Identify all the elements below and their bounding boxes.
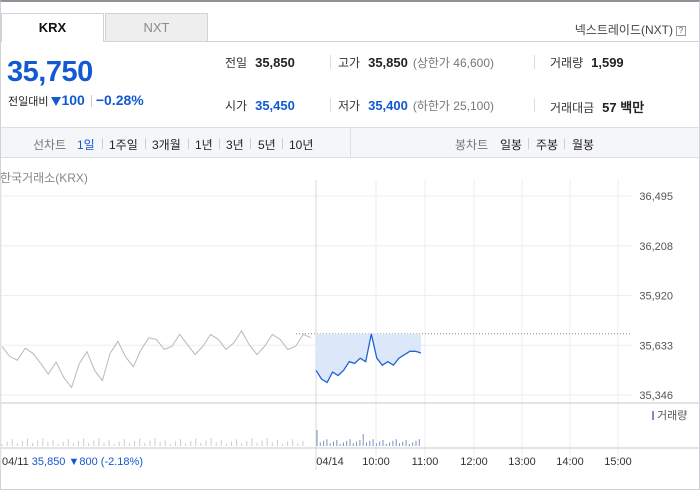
stat-amount: 거래대금 57 백만 [550, 100, 645, 115]
candle-day[interactable]: 일봉 [500, 138, 523, 152]
tab-divider [104, 41, 700, 42]
range-1w[interactable]: 1주일 [109, 138, 138, 152]
x-tick-label: 15:00 [604, 456, 632, 468]
help-icon[interactable]: ? [676, 26, 686, 36]
range-1y[interactable]: 1년 [195, 138, 213, 152]
price-change-row: 전일대비 100 −0.28% [8, 92, 144, 109]
x-tick-label: 04/14 [316, 456, 344, 468]
toolbar-divider [350, 128, 351, 158]
x-tick-label: 10:00 [362, 456, 390, 468]
y-tick-label: 35,633 [639, 340, 673, 352]
y-axis: 36,495 36,208 35,920 35,633 35,346 [639, 191, 673, 402]
range-3y[interactable]: 3년 [226, 138, 244, 152]
divider [90, 95, 92, 107]
change-amount: 100 [61, 92, 85, 108]
volume-legend-label: 거래량 [657, 409, 687, 422]
nxt-link-label[interactable]: 넥스트레이드(NXT) [574, 23, 673, 37]
tab-krx[interactable]: KRX [1, 13, 104, 42]
prev-day-line [1, 329, 312, 389]
chart-grid [0, 180, 699, 470]
volume-bars: 거래량 [1, 409, 687, 446]
divider [250, 138, 251, 149]
y-tick-label: 36,495 [639, 191, 673, 203]
range-5y[interactable]: 5년 [258, 138, 276, 152]
x-tick-label: 14:00 [556, 456, 584, 468]
down-arrow-icon [51, 97, 62, 106]
candle-week[interactable]: 주봉 [536, 138, 559, 152]
stat-low: 저가 35,400 (하한가 25,100) [338, 98, 495, 113]
candle-chart-label: 봉차트 [455, 138, 489, 152]
x-axis: 04/14 10:00 11:00 12:00 13:00 14:00 15:00 [316, 456, 632, 468]
y-tick-label: 36,208 [639, 241, 673, 253]
prev-day-date: 04/11 [2, 456, 32, 468]
divider [330, 55, 331, 69]
nxt-link[interactable]: 넥스트레이드(NXT)? [575, 21, 686, 38]
x-tick-label: 11:00 [412, 456, 439, 468]
today-area-fill [316, 333, 421, 383]
x-tick-label: 13:00 [508, 456, 536, 468]
intraday-chart: 36,495 36,208 35,920 35,633 35,346 04/14 10:0… [0, 180, 699, 470]
divider [330, 98, 331, 112]
current-price: 35,750 [7, 56, 93, 88]
divider [534, 55, 535, 69]
range-10y[interactable]: 10년 [289, 138, 314, 152]
stat-high: 고가 35,850 (상한가 46,600) [338, 55, 495, 70]
divider [564, 138, 565, 149]
y-tick-label: 35,920 [639, 291, 673, 303]
stat-volume: 거래량 1,599 [550, 55, 624, 70]
range-1d[interactable]: 1일 [77, 138, 95, 152]
today-line [315, 333, 422, 384]
divider [102, 138, 103, 149]
divider [528, 138, 529, 149]
prev-day-close: 35,850 [32, 456, 69, 468]
prev-day-change: 800 [79, 456, 100, 468]
divider [282, 138, 283, 149]
chart-toolbar: 선차트 1일 1주일 3개월 1년 3년 5년 10년 봉차트 일봉 주봉 월봉 [1, 127, 699, 158]
divider [145, 138, 146, 149]
divider [219, 138, 220, 149]
tab-nxt[interactable]: NXT [105, 13, 208, 42]
prev-day-rate: (-2.18%) [101, 456, 143, 468]
divider [188, 138, 189, 149]
down-arrow-icon: ▼ [68, 456, 79, 468]
stat-prev-close: 전일 35,850 [225, 55, 295, 70]
line-chart-label: 선차트 [33, 138, 67, 152]
chart-source: 한국거래소(KRX) [0, 171, 88, 185]
x-tick-label: 12:00 [460, 456, 488, 468]
change-label: 전일대비 [8, 96, 49, 108]
stat-open: 시가 35,450 [225, 98, 295, 113]
legend-swatch [652, 411, 654, 420]
chart-footer: 04/11 35,850 ▼800 (-2.18%) [2, 456, 143, 468]
change-rate: −0.28% [95, 92, 144, 108]
volume-legend: 거래량 [652, 409, 687, 422]
candle-month[interactable]: 월봉 [572, 138, 595, 152]
range-3m[interactable]: 3개월 [152, 138, 181, 152]
y-tick-label: 35,346 [639, 390, 673, 402]
divider [534, 98, 535, 112]
prev-day-info: 04/11 35,850 ▼800 (-2.18%) [2, 456, 143, 468]
